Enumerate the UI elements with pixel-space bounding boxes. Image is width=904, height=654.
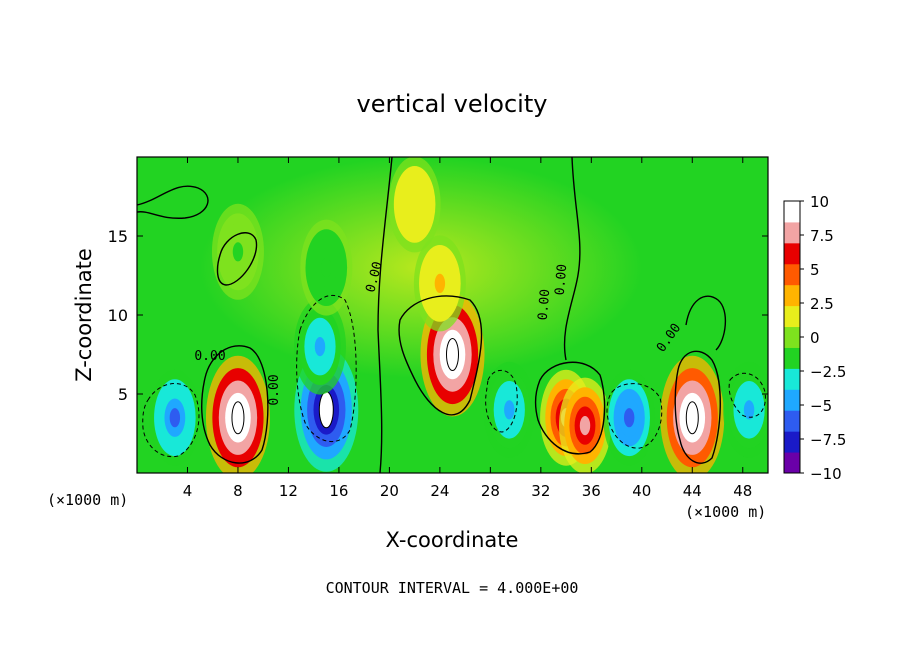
x-tick-label: 16 [329,482,348,500]
x-tick-label: 20 [380,482,399,500]
colorbar-block [784,201,800,223]
velocity-cell [293,298,346,395]
colorbar-block [784,452,800,474]
x-tick-label: 48 [733,482,752,500]
velocity-cell [148,369,201,466]
velocity-cell-ring [169,408,181,428]
colorbar-block [784,431,800,453]
velocity-core [231,401,245,435]
x-tick-label: 24 [430,482,449,500]
colorbar-tick-label: −2.5 [810,363,846,381]
velocity-core [446,338,459,371]
colorbar-block [784,410,800,432]
colorbar-tick-label: −10 [810,465,842,483]
colorbar-tick-label: 0 [810,329,820,347]
colorbar-tick-label: 2.5 [810,295,834,313]
zero-contour-line [534,361,606,455]
x-unit-left: (×1000 m) [47,491,128,509]
y-tick-label: 15 [108,227,128,246]
colorbar-tick-label: −5 [810,397,832,415]
colorbar-block [784,368,800,390]
zero-contours [137,157,726,473]
colorbar-block [784,242,800,265]
velocity-core [685,401,699,435]
negative-contours [142,294,766,458]
colorbar-block [784,221,800,244]
contour-label: 0.00 [194,349,225,364]
zero-contour-line [137,185,209,219]
y-tick-label: 5 [118,385,128,404]
velocity-cells [148,157,768,473]
zero-contour-line [563,157,581,361]
colorbar-blocks [784,201,800,474]
velocity-cell [559,377,612,473]
x-axis-label: X-coordinate [386,528,519,552]
x-tick-label: 44 [683,482,702,500]
velocity-cell [205,355,270,473]
negative-contour-line [485,370,518,433]
velocity-cell-ring [579,416,591,436]
velocity-cell-ring [504,400,515,420]
velocity-cell-ring [314,337,326,357]
colorbar-tick-label: 10 [810,193,829,211]
velocity-cell-ring [434,273,446,293]
zero-contour-line [674,350,721,464]
contour-label: 0.00 [553,263,571,296]
colorbar-block [784,326,800,348]
zero-contour-line [216,232,258,286]
velocity-cell [723,361,768,458]
y-tick-label: 10 [108,306,128,325]
colorbar-block [784,263,800,286]
x-tick-label: 32 [531,482,550,500]
velocity-cell [388,157,441,253]
colorbar: 10 7.5 5 2.5 0 −2.5 −5 −7.5 −10 [783,193,846,483]
x-tick-label: 12 [279,482,298,500]
x-unit-right: (×1000 m) [685,503,766,521]
velocity-cell [483,361,536,458]
y-axis-label: Z-coordinate [72,248,96,382]
colorbar-tick-label: −7.5 [810,431,846,449]
zero-contour-line [685,295,726,351]
colorbar-tick-label: 7.5 [810,227,834,245]
x-tick-label: 28 [481,482,500,500]
negative-contour-line [728,372,766,418]
x-tick-label: 8 [233,482,243,500]
velocity-cell [300,219,353,316]
contour-label: 0.00 [536,288,554,321]
chart-title: vertical velocity [357,90,548,118]
velocity-cell-ring [623,408,635,428]
colorbar-tick-label: 5 [810,261,820,279]
x-tick-label: 36 [582,482,601,500]
contour-label: 0.00 [267,374,282,405]
velocity-cell [603,369,656,466]
velocity-cell-ring [232,242,244,262]
y-axis-ticks: 5 10 15 [108,227,768,404]
velocity-cell-ring [743,400,755,420]
contour-interval-footer: CONTOUR INTERVAL = 4.000E+00 [326,579,579,597]
negative-contour-line [606,383,663,449]
plot-area: 0.000.000.000.000.000.00 [137,157,768,473]
colorbar-ticks: 10 7.5 5 2.5 0 −2.5 −5 −7.5 −10 [800,193,846,483]
colorbar-block [784,347,800,369]
negative-contour-line [296,294,357,443]
velocity-cell-ring [409,194,420,214]
zero-contour-line [201,345,269,464]
colorbar-block [784,305,800,328]
zero-contour-line [398,295,483,416]
x-axis-ticks: 4 8 12 16 20 24 28 32 36 40 44 48 [183,157,752,500]
velocity-cell-ring [321,258,332,278]
velocity-cell [413,235,466,332]
x-tick-label: 4 [183,482,193,500]
colorbar-block [784,284,800,307]
negative-contour-line [142,383,200,458]
velocity-core [318,391,334,429]
x-tick-label: 40 [632,482,651,500]
zero-contour-line [377,157,393,473]
colorbar-block [784,389,800,411]
